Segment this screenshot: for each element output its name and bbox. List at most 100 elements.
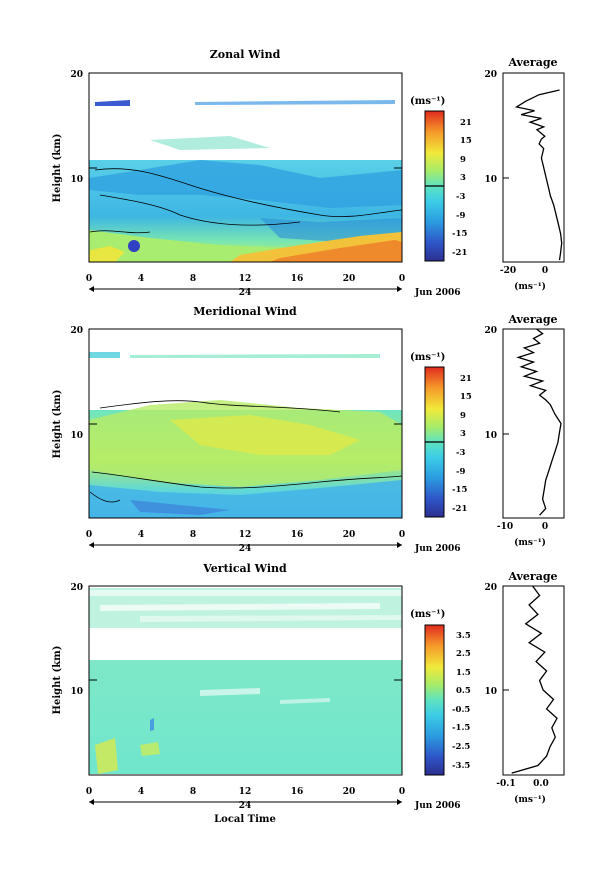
profile-y-tick: 10 [484, 175, 497, 185]
y-tick: 20 [70, 70, 83, 80]
panel-meridional: Meridional Wind 10 20 Height (km) 0 4 8 … [52, 305, 565, 554]
colorbar: (ms⁻¹) 3.5 2.5 1.5 0.5 -0.5 -1.5 -2.5 -3… [410, 609, 471, 776]
panel-zonal: Zonal Wind 10 20 Height (km) 0 [52, 48, 565, 298]
profile-x-label: (ms⁻¹) [514, 794, 546, 805]
colorbar-tick: -1.5 [452, 723, 470, 733]
colorbar-tick: -3 [456, 192, 466, 202]
y-axis-label: Height (km) [52, 646, 63, 715]
colorbar: (ms⁻¹) 21 15 9 3 -3 -9 -15 -21 [410, 96, 472, 262]
colorbar-unit: (ms⁻¹) [410, 96, 445, 107]
panel-title: Zonal Wind [210, 48, 281, 61]
x-tick: 0 [399, 530, 405, 540]
colorbar-tick: -21 [452, 504, 467, 514]
profile-x-label: (ms⁻¹) [514, 281, 546, 292]
colorbar-tick: -9 [456, 211, 466, 221]
panel-title: Vertical Wind [202, 562, 287, 575]
x-axis: 0 4 8 12 16 20 0 24 Jun 2006 [86, 274, 461, 298]
profile-title: Average [507, 570, 557, 583]
colorbar-tick: -21 [452, 248, 467, 258]
heatmap-field [89, 352, 403, 518]
y-tick: 20 [70, 583, 83, 593]
x-axis: 0 4 8 12 16 20 0 24 Jun 2006 [86, 530, 461, 554]
x-tick: 12 [239, 274, 252, 284]
colorbar-tick: 15 [460, 392, 472, 402]
x-tick: 4 [138, 530, 144, 540]
colorbar-tick: 2.5 [456, 649, 471, 659]
x-tick: 8 [190, 530, 196, 540]
y-tick: 20 [70, 326, 83, 336]
x-tick: 20 [343, 787, 356, 797]
y-axis-label: Height (km) [52, 390, 63, 459]
profile-line [511, 585, 558, 774]
x-tick: 16 [291, 530, 304, 540]
date-day: 24 [239, 544, 252, 554]
x-tick: 8 [190, 787, 196, 797]
date-label: Jun 2006 [414, 544, 461, 554]
profile-x-tick: 0 [542, 522, 548, 532]
colorbar-tick: -0.5 [452, 705, 470, 715]
profile-x-label: (ms⁻¹) [514, 537, 546, 548]
x-tick: 0 [399, 787, 405, 797]
profile-plot: Average 10 20 -0.1 0.0 (ms⁻¹) [484, 570, 565, 805]
y-axis: 10 20 Height (km) [52, 326, 402, 458]
x-tick: 12 [239, 530, 252, 540]
profile-y-tick: 20 [484, 326, 497, 336]
profile-x-tick: -20 [500, 266, 516, 276]
x-tick: 20 [343, 274, 356, 284]
profile-plot: Average 10 20 -10 0 (ms⁻¹) [484, 313, 565, 548]
x-tick: 12 [239, 787, 252, 797]
profile-x-tick: -0.1 [496, 779, 515, 789]
colorbar-tick: 0.5 [456, 686, 471, 696]
profile-y-tick: 20 [484, 70, 497, 80]
colorbar-tick: -3.5 [452, 761, 470, 771]
colorbar: (ms⁻¹) 21 15 9 3 -3 -9 -15 -21 [410, 352, 472, 518]
x-tick: 0 [86, 274, 92, 284]
date-label: Jun 2006 [414, 288, 461, 298]
colorbar-tick: -15 [452, 229, 467, 239]
profile-x-tick: 0.0 [533, 779, 549, 789]
panel-title: Meridional Wind [193, 305, 297, 318]
profile-x-tick: 0 [542, 266, 548, 276]
x-tick: 8 [190, 274, 196, 284]
colorbar-tick: -15 [452, 485, 467, 495]
colorbar-tick: -3 [456, 448, 466, 458]
y-axis: 10 20 Height (km) [52, 70, 402, 202]
y-axis: 10 20 Height (km) [52, 583, 402, 714]
x-axis: 0 4 8 12 16 20 0 24 Jun 2006 Local Time [86, 787, 461, 825]
colorbar-tick: 9 [460, 411, 466, 421]
colorbar-tick: 1.5 [456, 668, 471, 678]
y-tick: 10 [70, 431, 83, 441]
heatmap-field [89, 588, 402, 774]
profile-x-tick: -10 [497, 522, 513, 532]
profile-title: Average [507, 56, 557, 69]
x-axis-label: Local Time [214, 814, 276, 825]
colorbar-tick: 9 [460, 155, 466, 165]
y-tick: 10 [70, 175, 83, 185]
x-tick: 20 [343, 530, 356, 540]
x-tick: 0 [86, 530, 92, 540]
profile-y-tick: 20 [484, 583, 497, 593]
date-label: Jun 2006 [414, 801, 461, 811]
profile-plot: Average 10 20 -20 0 (ms⁻¹) [484, 56, 565, 292]
x-tick: 16 [291, 787, 304, 797]
date-day: 24 [239, 801, 252, 811]
colorbar-unit: (ms⁻¹) [410, 609, 445, 620]
colorbar-tick: -9 [456, 467, 466, 477]
colorbar-tick: 15 [460, 136, 472, 146]
profile-line [516, 328, 562, 516]
x-tick: 4 [138, 787, 144, 797]
colorbar-tick: 3 [460, 429, 466, 439]
heatmap-field [89, 100, 403, 262]
profile-y-tick: 10 [484, 687, 497, 697]
colorbar-tick: 3.5 [456, 631, 471, 641]
colorbar-tick: 3 [460, 173, 466, 183]
profile-line [514, 89, 563, 261]
x-tick: 0 [86, 787, 92, 797]
colorbar-tick: 21 [460, 118, 472, 128]
date-day: 24 [239, 288, 252, 298]
panel-vertical: Vertical Wind 10 20 Height (km) 0 4 8 12 [52, 562, 565, 825]
colorbar-tick: -2.5 [452, 742, 470, 752]
profile-y-tick: 10 [484, 431, 497, 441]
profile-title: Average [507, 313, 557, 326]
